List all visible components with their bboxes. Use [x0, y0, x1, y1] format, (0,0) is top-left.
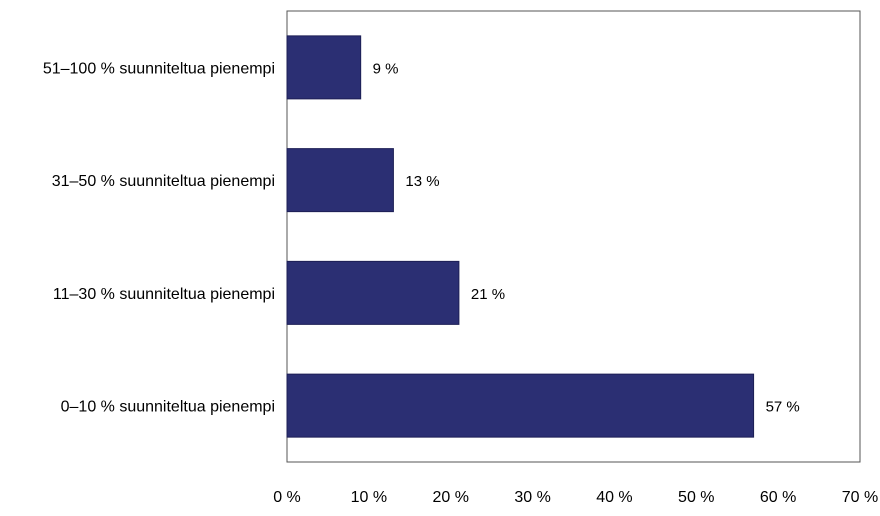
category-label-51-100-suunniteltua-pienempi: 51–100 % suunniteltua pienempi [43, 60, 275, 77]
value-label-51-100-suunniteltua-pienempi: 9 % [373, 60, 399, 77]
category-label-31-50-suunniteltua-pienempi: 31–50 % suunniteltua pienempi [52, 173, 275, 190]
x-tick-label-6: 60 % [760, 489, 796, 506]
bar-51-100-suunniteltua-pienempi [286, 35, 362, 100]
x-tick-label-4: 40 % [596, 489, 632, 506]
bar-31-50-suunniteltua-pienempi [286, 148, 394, 213]
x-axis-ticks: 0 % 10 % 20 % 30 % 40 % 50 % 60 % 70 % [273, 489, 878, 506]
x-tick-label-0: 0 % [273, 489, 301, 506]
x-tick-label-1: 10 % [351, 489, 387, 506]
value-label-11-30-suunniteltua-pienempi: 21 % [471, 286, 505, 303]
bars-layer [286, 35, 755, 438]
category-label-0-10-suunniteltua-pienempi: 0–10 % suunniteltua pienempi [61, 399, 275, 416]
x-tick-label-7: 70 % [842, 489, 878, 506]
value-labels: 9 % 13 % 21 % 57 % [373, 60, 800, 415]
x-tick-label-5: 50 % [678, 489, 714, 506]
bar-0-10-suunniteltua-pienempi [286, 373, 755, 438]
x-tick-label-2: 20 % [432, 489, 468, 506]
value-label-31-50-suunniteltua-pienempi: 13 % [405, 173, 439, 190]
bar-11-30-suunniteltua-pienempi [286, 260, 460, 325]
value-label-0-10-suunniteltua-pienempi: 57 % [766, 399, 800, 416]
category-labels: 51–100 % suunniteltua pienempi 31–50 % su… [43, 60, 275, 415]
category-label-11-30-suunniteltua-pienempi: 11–30 % suunniteltua pienempi [53, 286, 275, 303]
x-tick-label-3: 30 % [514, 489, 550, 506]
